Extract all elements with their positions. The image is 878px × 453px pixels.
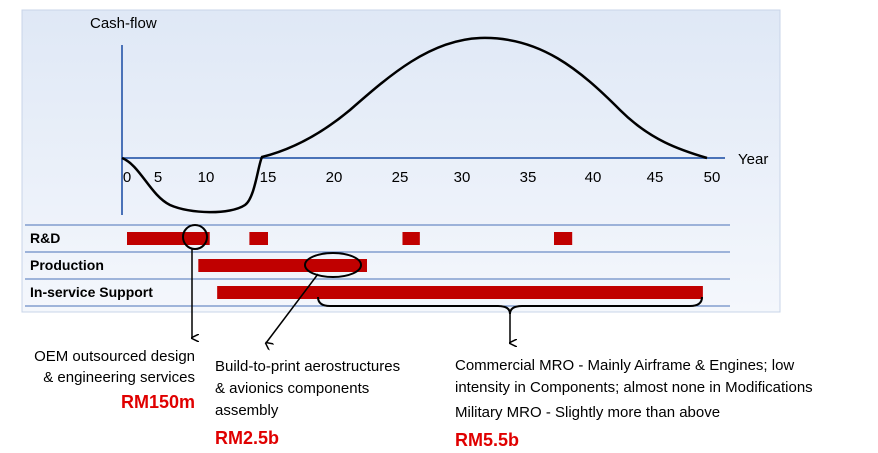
bar [402, 232, 420, 245]
bar [249, 232, 268, 245]
x-tick-label: 15 [260, 169, 277, 186]
note-value: RM5.5b [455, 430, 519, 450]
bar [127, 232, 210, 245]
note-text: OEM outsourced design [34, 348, 195, 365]
x-tick-label: 25 [392, 169, 409, 186]
note-text: & engineering services [43, 369, 195, 386]
x-tick-label: 5 [154, 169, 162, 186]
y-axis-label: Cash-flow [90, 15, 157, 32]
bar [198, 259, 367, 272]
x-tick-label: 45 [647, 169, 664, 186]
row-label: R&D [30, 230, 60, 246]
note-value: RM2.5b [215, 428, 279, 448]
row-label: Production [30, 257, 104, 273]
note-text: assembly [215, 402, 279, 419]
note-text: & avionics components [215, 380, 369, 397]
highlight-circle [182, 224, 208, 250]
note-text: Military MRO - Slightly more than above [455, 404, 720, 421]
cash-flow-curve [121, 36, 708, 214]
x-tick-label: 10 [198, 169, 215, 186]
x-axis-label: Year [738, 151, 768, 168]
x-tick-label: 20 [326, 169, 343, 186]
x-tick-label: 40 [585, 169, 602, 186]
bar [217, 286, 703, 299]
row-label: In-service Support [30, 284, 153, 300]
arrow [266, 273, 319, 343]
panel [21, 9, 781, 313]
bar [554, 232, 573, 245]
x-tick-label: 0 [123, 169, 131, 186]
note-text: intensity in Components; almost none in … [455, 379, 813, 396]
x-tick-label: 50 [704, 169, 721, 186]
note-text: Commercial MRO - Mainly Airframe & Engin… [455, 357, 794, 374]
note-text: Build-to-print aerostructures [215, 358, 400, 375]
x-tick-label: 35 [520, 169, 537, 186]
x-tick-label: 30 [454, 169, 471, 186]
note-value: RM150m [121, 392, 195, 412]
highlight-ellipse [304, 252, 362, 278]
